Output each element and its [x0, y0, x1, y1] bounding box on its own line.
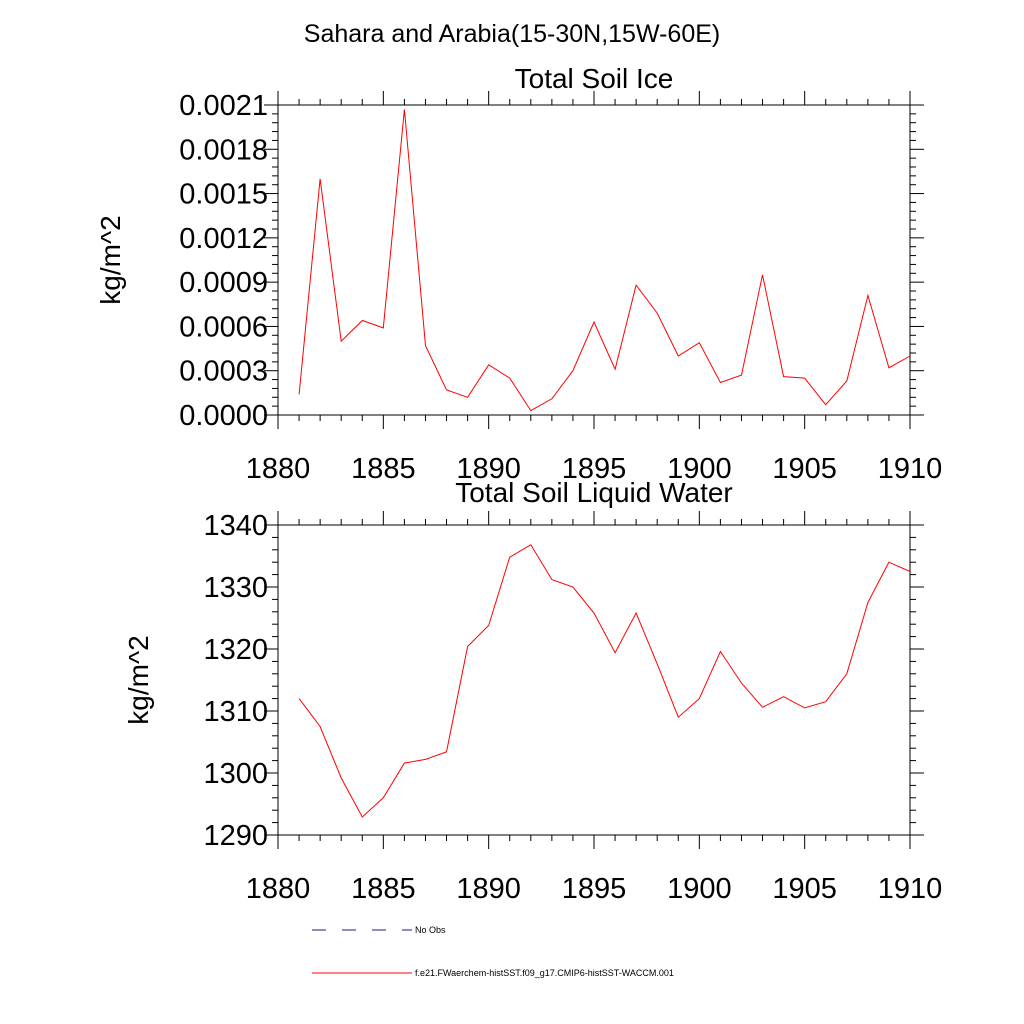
- legend: No Obs f.e21.FWaerchem-histSST.f09_g17.C…: [312, 925, 674, 978]
- y-tick-label: 1290: [203, 820, 268, 852]
- figure-title: Sahara and Arabia(15-30N,15W-60E): [304, 20, 720, 48]
- x-tick-label: 1900: [667, 453, 732, 485]
- chart-panel-soil-ice: Total Soil Ice kg/m^2 1880 1885 1890 1895 1900…: [95, 63, 942, 485]
- legend-label-no-obs: No Obs: [415, 925, 446, 935]
- legend-entry-no-obs: No Obs: [312, 925, 446, 935]
- chart-title: Total Soil Liquid Water: [455, 477, 733, 508]
- x-tick-label: 1885: [351, 873, 416, 905]
- y-tick-label: 0.0006: [179, 311, 268, 343]
- legend-label-model-run: f.e21.FWaerchem-histSST.f09_g17.CMIP6-hi…: [415, 968, 674, 978]
- y-tick-label: 1340: [203, 510, 268, 542]
- y-tick-label: 0.0003: [179, 356, 268, 388]
- y-tick-label: 0.0015: [179, 179, 268, 211]
- chart-panel-soil-liquid-water: Total Soil Liquid Water kg/m^2 1880 1885 189…: [123, 477, 942, 905]
- x-tick-label: 1880: [246, 453, 311, 485]
- y-tick-label: 1310: [203, 696, 268, 728]
- y-tick-label: 0.0000: [179, 400, 268, 432]
- legend-entry-model-run: f.e21.FWaerchem-histSST.f09_g17.CMIP6-hi…: [312, 968, 674, 978]
- y-tick-label: 1330: [203, 572, 268, 604]
- y-tick-label: 0.0021: [179, 90, 268, 122]
- x-tick-label: 1890: [456, 873, 521, 905]
- y-tick-label: 1320: [203, 634, 268, 666]
- x-tick-label: 1880: [246, 873, 311, 905]
- plot-frame: [277, 524, 911, 836]
- series-line: [298, 109, 911, 412]
- chart-title: Total Soil Ice: [515, 63, 674, 94]
- x-tick-label: 1910: [878, 453, 943, 485]
- y-tick-label: 0.0018: [179, 134, 268, 166]
- x-tick-label: 1905: [772, 453, 837, 485]
- plot-frame: [277, 104, 911, 416]
- x-tick-label: 1910: [878, 873, 943, 905]
- y-axis-label: kg/m^2: [123, 635, 154, 724]
- y-tick-label: 0.0012: [179, 223, 268, 255]
- x-tick-label: 1895: [562, 873, 627, 905]
- x-tick-label: 1900: [667, 873, 732, 905]
- x-tick-label: 1895: [562, 453, 627, 485]
- x-tick-label: 1905: [772, 873, 837, 905]
- x-tick-label: 1890: [456, 453, 521, 485]
- y-tick-label: 1300: [203, 758, 268, 790]
- x-tick-label: 1885: [351, 453, 416, 485]
- y-tick-label: 0.0009: [179, 267, 268, 299]
- series-line: [298, 544, 911, 818]
- y-axis-label: kg/m^2: [95, 215, 126, 304]
